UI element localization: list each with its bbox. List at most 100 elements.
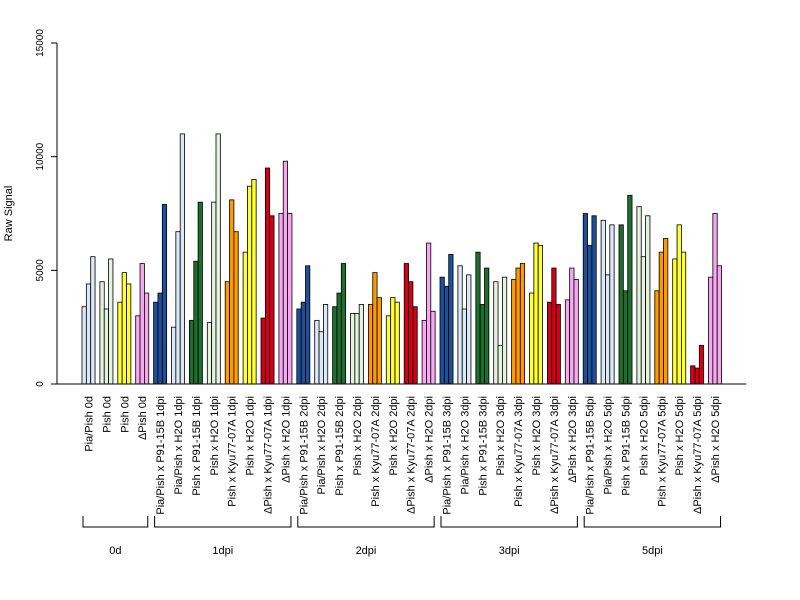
bar (672, 258, 678, 385)
bar (461, 308, 467, 385)
bar (501, 276, 508, 385)
bracket-line (440, 516, 578, 528)
bar-cluster (99, 258, 114, 385)
bar (493, 281, 499, 385)
bar (645, 215, 651, 385)
bar (547, 301, 553, 385)
bar (197, 201, 203, 385)
bar-cluster (636, 206, 651, 385)
bar-cluster (135, 263, 150, 385)
bar-cluster (403, 263, 418, 385)
bar-cluster (188, 201, 203, 385)
bar (340, 263, 347, 385)
bar (412, 306, 418, 385)
bracket-line (297, 516, 435, 528)
category-label: Pish x H2O 1dpi (245, 396, 257, 475)
bar (215, 133, 221, 385)
category-label: Pish x P91-15B 5dpi (621, 396, 633, 496)
category-label: Pia/Pish x H2O 2dpi (316, 396, 328, 494)
bar (264, 167, 271, 385)
bracket-line (583, 516, 722, 528)
bar (551, 267, 557, 385)
category-label: ΔPish 0d (137, 396, 149, 440)
bar-cluster (475, 251, 490, 385)
group-label: 0d (109, 545, 121, 557)
bar (85, 283, 92, 385)
category-label: Pish x H2O 3dpi (531, 396, 543, 475)
bar (336, 292, 342, 385)
bar (555, 304, 561, 385)
bar (622, 290, 629, 385)
bar-cluster (582, 213, 597, 385)
bar-cluster (385, 297, 400, 385)
category-label: Pia/Pish x H2O 3dpi (459, 396, 471, 494)
category-label: Pish x Kyu77-07A 2dpi (370, 396, 382, 507)
group-bracket: 5dpi (583, 516, 722, 557)
bar (676, 224, 682, 385)
bar-cluster (278, 160, 293, 385)
bar (251, 178, 257, 385)
bar (537, 244, 543, 385)
group-label: 5dpi (642, 545, 663, 557)
category-label: ΔPish x H2O 3dpi (567, 396, 579, 483)
bar (663, 238, 669, 385)
category-label: Pish x P91-15B 1dpi (191, 396, 203, 496)
bar (448, 254, 454, 385)
bar (296, 308, 302, 385)
bar (143, 292, 150, 385)
bar-cluster (708, 213, 722, 385)
category-label: Pia/Pish x P91-15B 5dpi (585, 396, 597, 515)
category-label: Pish x H2O 2dpi (352, 396, 364, 475)
bar (157, 292, 163, 385)
bar-cluster (457, 265, 472, 385)
y-tick-label: 10000 (35, 142, 46, 170)
category-label: ΔPish x Kyu77-07A 1dpi (263, 396, 275, 514)
bar (135, 315, 141, 385)
bar (658, 251, 664, 385)
bar (376, 297, 382, 385)
bar-cluster (81, 256, 96, 385)
bar (350, 313, 356, 385)
bar (139, 263, 145, 385)
bar (640, 256, 646, 385)
bar (569, 267, 575, 385)
group-label: 1dpi (212, 545, 233, 557)
category-label: ΔPish x Kyu77-07A 2dpi (406, 396, 418, 514)
bar (475, 251, 481, 385)
y-tick-label: 15000 (35, 29, 46, 57)
category-label: ΔPish x Kyu77-07A 3dpi (549, 396, 561, 514)
bar-cluster (314, 304, 329, 385)
bar (587, 244, 593, 385)
bar (690, 365, 696, 385)
group-bracket: 2dpi (297, 516, 435, 557)
bar (394, 301, 400, 385)
bar-cluster (529, 242, 543, 385)
bar (278, 213, 284, 385)
category-label: Pish 0d (101, 396, 113, 433)
category-label: Pia/Pish x P91-15B 1dpi (155, 396, 167, 515)
bar (206, 322, 213, 385)
bar (126, 283, 132, 385)
bar (636, 206, 642, 385)
y-tick-label: 5000 (35, 259, 46, 282)
bar (354, 313, 360, 385)
bar (358, 304, 364, 385)
bar (108, 258, 114, 385)
category-label: Pia/Pish x H2O 5dpi (603, 396, 615, 494)
category-label: Pia/Pish 0d (84, 396, 96, 452)
category-label: ΔPish x Kyu77-07A 5dpi (692, 396, 704, 514)
bar (681, 251, 687, 385)
bar-cluster (511, 263, 526, 385)
bar (430, 310, 436, 385)
bar (229, 199, 235, 385)
bar (403, 263, 409, 385)
bar (171, 326, 177, 385)
bar (479, 304, 485, 385)
group-bracket: 1dpi (154, 516, 292, 557)
bar-cluster (350, 304, 364, 385)
bar-cluster (296, 265, 311, 385)
bar (439, 276, 445, 385)
bar (564, 299, 571, 385)
bar (529, 292, 535, 385)
